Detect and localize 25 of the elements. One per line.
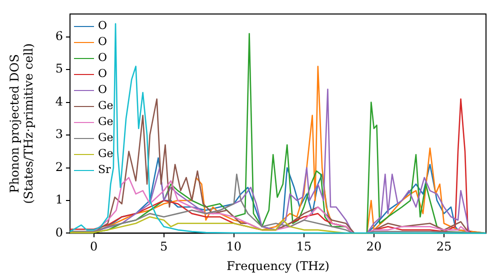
y-tick-label: 4 — [55, 94, 64, 108]
x-tick-label: 10 — [226, 240, 242, 254]
legend-label: Ge — [98, 114, 114, 130]
x-tick-label: 25 — [436, 240, 452, 254]
y-tick-label: 0 — [55, 225, 63, 240]
y-tick-label: 2 — [55, 160, 63, 174]
legend-label: Ge — [98, 98, 114, 114]
legend-label: O — [98, 18, 108, 34]
y-tick-label: 1 — [55, 192, 63, 207]
legend-label: Sr — [98, 162, 111, 178]
y-tick-label: 3 — [55, 127, 63, 142]
legend-label: Ge — [98, 146, 114, 162]
legend-label: O — [98, 50, 108, 66]
legend-label: O — [98, 34, 108, 50]
x-axis-title: Frequency (THz) — [226, 258, 330, 273]
y-tick-label: 5 — [55, 62, 63, 76]
y-axis-title: Phonon projected DOS (States/THz·primitive cell) — [7, 43, 36, 204]
y-tick-label: 6 — [55, 29, 63, 44]
x-tick-label: 0 — [90, 240, 98, 254]
legend-label: O — [98, 82, 108, 98]
legend-label: Ge — [98, 130, 114, 146]
legend-label: O — [98, 66, 108, 82]
x-tick-label: 5 — [160, 240, 168, 254]
x-tick-label: 15 — [296, 240, 312, 254]
x-tick-label: 20 — [366, 240, 382, 254]
